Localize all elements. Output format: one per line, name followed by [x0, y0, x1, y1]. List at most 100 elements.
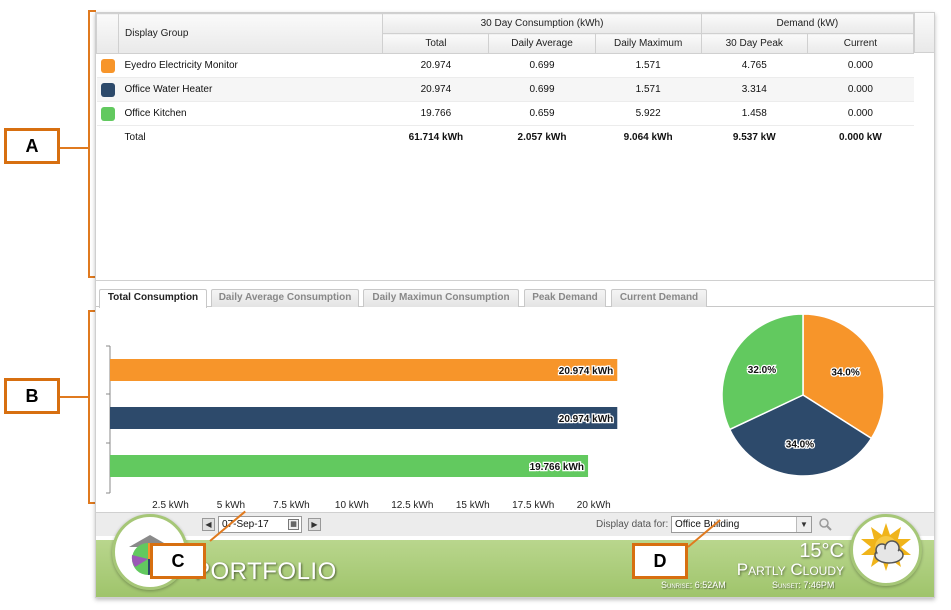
sunset-time: 7:46PM	[803, 580, 835, 590]
weather-badge	[850, 514, 922, 586]
col-30-day-peak[interactable]: 30 Day Peak	[700, 33, 808, 54]
temperature: 15°C	[799, 540, 844, 562]
display-data-select[interactable]: Office Building ▼	[671, 516, 812, 533]
x-tick-label: 5 kWh	[217, 500, 245, 511]
tab-daily-average-consumption[interactable]: Daily Average Consumption	[211, 289, 359, 307]
row-name: Office Kitchen	[118, 101, 383, 126]
chevron-down-icon[interactable]: ▼	[796, 517, 811, 532]
bar	[110, 359, 618, 381]
col-current[interactable]: Current	[806, 33, 915, 54]
table-row[interactable]: Eyedro Electricity Monitor 20.974 0.699 …	[96, 53, 914, 78]
bar	[110, 455, 589, 477]
col-total[interactable]: Total	[382, 33, 490, 54]
total-label: Total	[124, 132, 146, 144]
bar-chart: 20.974 kWh 20.974 kWh 19.766 kWh 2.5 kWh 5 k…	[106, 345, 618, 511]
x-tick-label: 15 kWh	[456, 500, 490, 511]
group-consumption-header: 30 Day Consumption (kWh)	[382, 13, 702, 34]
partly-cloudy-icon	[861, 523, 911, 571]
sunset: Sunset: 7:46PM	[772, 580, 835, 590]
color-swatch	[100, 58, 115, 73]
row-daily-average: 0.659	[488, 101, 596, 126]
total-current: 0.000 kW	[839, 132, 882, 144]
swatch-header	[95, 13, 120, 54]
pie-chart: 34.0% 34.0% 32.0%	[721, 313, 885, 477]
sunrise: Sunrise: 6:52AM	[661, 580, 726, 590]
row-total: 20.974	[382, 53, 489, 78]
callout-bracket-b	[88, 310, 96, 504]
bar	[110, 407, 618, 429]
total-daily-maximum: 9.064 kWh	[623, 132, 673, 144]
pie-slice	[728, 394, 873, 477]
x-tick-label: 7.5 kWh	[273, 500, 310, 511]
row-total: 20.974	[382, 77, 489, 102]
date-value: 07-Sep-17	[222, 519, 269, 530]
search-icon[interactable]	[818, 517, 832, 531]
pie-value-label: 34.0%	[786, 440, 814, 451]
row-peak: 3.314	[701, 77, 808, 102]
next-date-button[interactable]: ▶	[308, 518, 321, 531]
tab-total-consumption[interactable]: Total Consumption	[99, 289, 207, 308]
chart-area: 20.974 kWh 20.974 kWh 19.766 kWh 2.5 kWh 5 k…	[96, 308, 934, 513]
calendar-icon[interactable]: ▦	[288, 519, 299, 530]
date-input[interactable]: 07-Sep-17 ▦	[218, 516, 302, 533]
row-peak: 4.765	[701, 53, 808, 78]
display-data-value: Office Building	[675, 519, 740, 530]
total-total: 61.714 kWh	[408, 132, 464, 144]
total-row: Total 61.714 kWh 2.057 kWh 9.064 kWh 9.5…	[97, 126, 914, 150]
row-daily-average: 0.699	[488, 77, 596, 102]
row-total: 19.766	[382, 101, 489, 126]
dashboard-panel: Display Group 30 Day Consumption (kWh) D…	[95, 12, 935, 598]
x-tick-label: 10 kWh	[335, 500, 369, 511]
row-current: 0.000	[807, 101, 914, 126]
x-tick-label: 20 kWh	[577, 500, 611, 511]
col-display-group[interactable]: Display Group	[118, 13, 384, 54]
callout-a: A	[4, 128, 60, 164]
sunrise-time: 6:52AM	[694, 580, 726, 590]
portfolio-title: PORTFOLIO	[194, 558, 337, 585]
sunset-label: Sunset	[772, 580, 799, 590]
sunrise-label: Sunrise	[661, 580, 690, 590]
callout-line-a	[60, 147, 88, 149]
x-tick-label: 12.5 kWh	[391, 500, 433, 511]
row-name: Eyedro Electricity Monitor	[118, 53, 383, 78]
bar-value-label: 20.974 kWh	[559, 366, 613, 377]
chart-tabs: Total Consumption Daily Average Consumpt…	[96, 287, 934, 308]
table-row[interactable]: Office Kitchen 19.766 0.659 5.922 1.458 …	[96, 101, 914, 126]
display-data-label: Display data for:	[596, 519, 669, 530]
x-tick-label: 17.5 kWh	[512, 500, 554, 511]
summary-table: Display Group 30 Day Consumption (kWh) D…	[95, 13, 934, 281]
callout-c: C	[150, 543, 206, 579]
callout-d: D	[632, 543, 688, 579]
color-swatch	[100, 106, 115, 121]
row-peak: 1.458	[701, 101, 808, 126]
color-swatch	[100, 82, 115, 97]
row-daily-average: 0.699	[488, 53, 596, 78]
row-current: 0.000	[807, 77, 914, 102]
pie-value-label: 34.0%	[831, 368, 859, 379]
prev-date-button[interactable]: ◀	[202, 518, 215, 531]
bar-value-label: 19.766 kWh	[530, 462, 584, 473]
tab-peak-demand[interactable]: Peak Demand	[524, 289, 606, 307]
row-current: 0.000	[807, 53, 914, 78]
callout-line-b	[60, 396, 88, 398]
pie-slice	[721, 313, 804, 431]
tab-current-demand[interactable]: Current Demand	[611, 289, 707, 307]
row-name: Office Water Heater	[118, 77, 383, 102]
footer-banner: PORTFOLIO 15°C Partly Cloudy Sunrise: 6:…	[96, 514, 934, 597]
pie-value-label: 32.0%	[748, 365, 776, 376]
weather-condition: Partly Cloudy	[736, 560, 844, 579]
scrollbar[interactable]	[914, 13, 934, 53]
row-daily-maximum: 5.922	[595, 101, 702, 126]
total-daily-average: 2.057 kWh	[517, 132, 567, 144]
table-row[interactable]: Office Water Heater 20.974 0.699 1.571 3…	[96, 77, 914, 102]
total-peak: 9.537 kW	[732, 132, 776, 144]
callout-b: B	[4, 378, 60, 414]
row-daily-maximum: 1.571	[595, 53, 702, 78]
row-daily-maximum: 1.571	[595, 77, 702, 102]
tab-daily-maximum-consumption[interactable]: Daily Maximun Consumption	[363, 289, 519, 307]
callout-bracket-a	[88, 10, 96, 278]
bar-value-label: 20.974 kWh	[559, 414, 613, 425]
x-tick-label: 2.5 kWh	[152, 500, 189, 511]
col-daily-maximum[interactable]: Daily Maximum	[594, 33, 702, 54]
col-daily-average[interactable]: Daily Average	[488, 33, 596, 54]
